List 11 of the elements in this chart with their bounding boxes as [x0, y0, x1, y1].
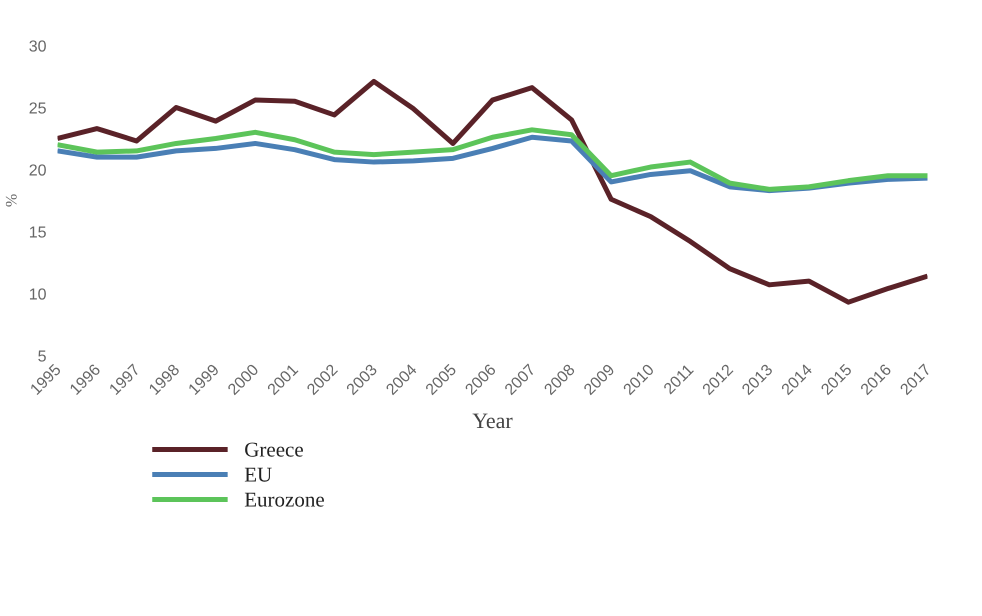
y-tick-label: 10 — [28, 286, 47, 304]
y-tick-label: 25 — [28, 100, 47, 118]
y-tick-label: 30 — [28, 38, 47, 56]
legend-label: Greece — [244, 438, 304, 462]
y-tick-label: 15 — [28, 224, 47, 242]
y-tick-label: 20 — [28, 162, 47, 180]
x-axis-title: Year — [472, 408, 514, 434]
y-axis-title: % — [4, 194, 21, 208]
legend-label: EU — [244, 462, 272, 486]
y-tick-label: 5 — [38, 348, 47, 366]
legend-label: Eurozone — [244, 488, 325, 512]
